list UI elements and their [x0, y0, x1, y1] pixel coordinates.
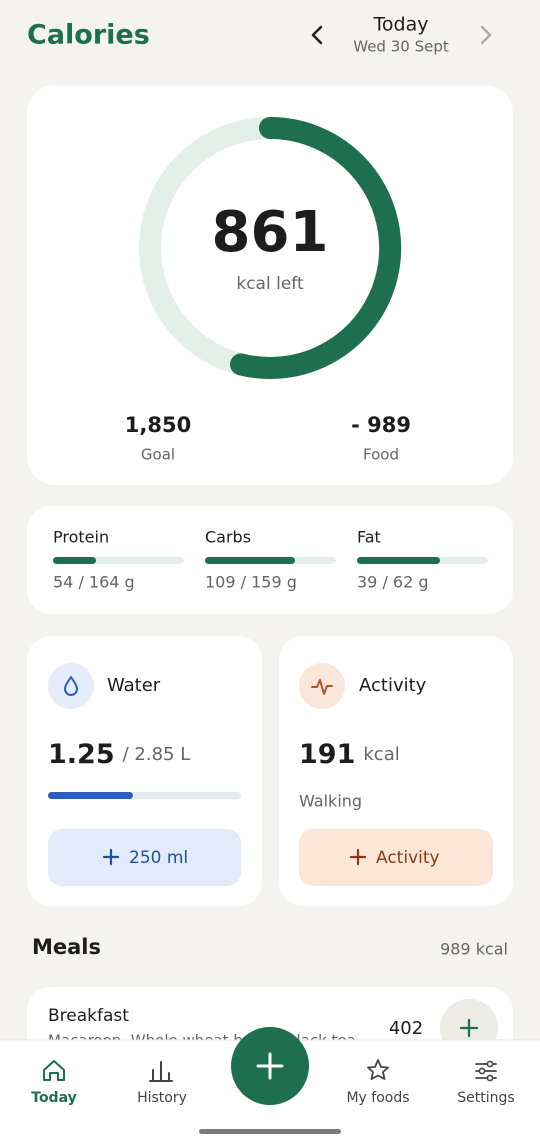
plus-icon: [459, 1018, 479, 1038]
add-water-button[interactable]: [48, 829, 241, 886]
macro-name: Protein: [53, 528, 109, 547]
home-indicator: [199, 1129, 341, 1134]
ring-progress: [230, 117, 402, 379]
add-water-label: 250 ml: [129, 848, 188, 868]
meal-kcal: 402: [389, 1018, 423, 1039]
water-icon: [64, 676, 78, 696]
home-icon: [43, 1060, 65, 1081]
macro-fill: [205, 557, 295, 564]
add-activity-button[interactable]: [299, 829, 493, 886]
water-fill: [48, 792, 133, 799]
day-label: Today: [373, 14, 429, 36]
activity-icon: [311, 679, 333, 695]
food-label: Food: [363, 446, 399, 464]
add-activity-label: Activity: [376, 848, 440, 868]
water-icon-bg: [48, 663, 94, 709]
macro-amount: 109 / 159 g: [205, 573, 297, 592]
activity-unit: kcal: [363, 744, 399, 765]
nav-history[interactable]: History: [137, 1090, 187, 1106]
star-icon: [367, 1059, 389, 1080]
meals-title: Meals: [32, 935, 101, 959]
macro-name: Carbs: [205, 528, 251, 547]
water-value: 1.25: [48, 739, 115, 770]
activity-value: 191: [299, 739, 355, 770]
macro-fill: [357, 557, 440, 564]
nav-settings[interactable]: Settings: [457, 1090, 514, 1106]
goal-label: Goal: [141, 446, 175, 464]
prev-day[interactable]: [311, 25, 323, 45]
plus-icon: [102, 848, 120, 866]
kcal-remaining: 861: [212, 200, 329, 265]
meals-total: 989 kcal: [440, 940, 508, 959]
macro-amount: 54 / 164 g: [53, 573, 135, 592]
nav-today[interactable]: Today: [31, 1090, 76, 1106]
plus-icon: [349, 848, 367, 866]
settings-knob: [486, 1074, 494, 1082]
summary-card: [27, 85, 513, 485]
app-title: Calories: [27, 20, 150, 51]
macro-amount: 39 / 62 g: [357, 573, 429, 592]
nav-my-foods[interactable]: My foods: [346, 1090, 409, 1106]
meal-name: Breakfast: [48, 1006, 129, 1026]
settings-knob: [478, 1067, 486, 1075]
goal-value: 1,850: [125, 413, 191, 437]
next-day[interactable]: [480, 25, 492, 45]
water-goal: / 2.85 L: [123, 744, 191, 765]
history-icon: [149, 1061, 173, 1082]
food-value: - 989: [351, 413, 411, 437]
fab-plus: [256, 1052, 284, 1080]
activity-amount: 191 kcal: [299, 739, 400, 770]
kcal-remaining-label: kcal left: [236, 274, 304, 294]
water-amount: 1.25 / 2.85 L: [48, 739, 190, 770]
macro-fill: [53, 557, 96, 564]
activity-title: Activity: [359, 675, 427, 696]
settings-knob: [486, 1060, 494, 1068]
activity-type: Walking: [299, 792, 362, 811]
date-label: Wed 30 Sept: [353, 38, 449, 56]
macro-name: Fat: [357, 528, 381, 547]
water-title: Water: [107, 675, 161, 696]
